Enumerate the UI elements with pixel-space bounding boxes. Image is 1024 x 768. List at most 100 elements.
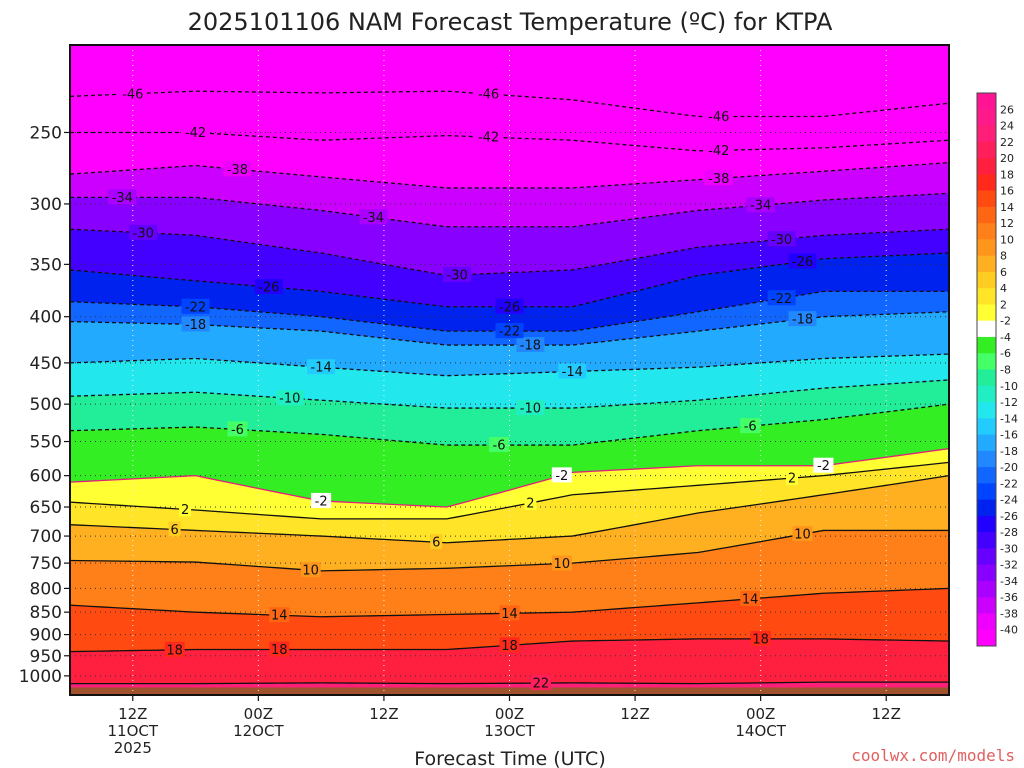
isotherm-label: -22 (499, 325, 520, 340)
colorbar-frame (976, 92, 997, 647)
colorbar-swatch (977, 418, 996, 436)
isotherm-label: -42 (708, 144, 729, 159)
isotherm-label: 6 (432, 536, 440, 551)
isotherm-label-bg (530, 675, 551, 691)
colorbar-label: 8 (1000, 250, 1007, 263)
isotherm-label-bg (164, 641, 185, 657)
isotherm-label-bg (516, 400, 545, 416)
isotherm-label-bg (558, 363, 587, 379)
isotherm-label: -38 (227, 163, 248, 178)
y-tick-label: 650 (30, 498, 62, 518)
isotherm-label-bg (181, 124, 210, 140)
x-tick-label: 00Z (244, 705, 273, 723)
isotherm-label: -26 (792, 255, 813, 270)
colorbar-swatch (977, 174, 996, 192)
colorbar-label: -30 (1000, 542, 1018, 555)
colorbar-label: 18 (1000, 168, 1014, 181)
y-tick-label: 1000 (19, 667, 62, 687)
colorbar-swatch (977, 353, 996, 370)
colorbar-label: -8 (1000, 364, 1011, 377)
isotherm-label: -30 (133, 226, 154, 241)
colorbar-swatch (977, 597, 996, 614)
isotherm-label: 2 (788, 472, 796, 487)
colorbar-swatch (977, 304, 996, 322)
isotherm-label-bg (168, 521, 181, 537)
isotherm-label-bg (108, 189, 137, 205)
temperature-sub-band (70, 229, 949, 292)
x-axis-label: Forecast Time (UTC) (414, 748, 605, 768)
isotherm-label-bg (792, 526, 813, 542)
isotherm-label-bg (311, 492, 332, 508)
x-tick-label: 12Z (872, 705, 901, 723)
colorbar-label: 6 (1000, 266, 1007, 279)
colorbar-swatch (977, 93, 996, 110)
isotherm-label: -18 (520, 339, 541, 354)
isotherm-label-bg (746, 197, 775, 213)
isotherm-label-bg (181, 298, 210, 314)
isotherm-label-bg (300, 562, 321, 578)
isotherm-label-bg (443, 266, 472, 282)
color-legend: 26 24 22 20 18 16 14 12 10 8 6 4 2 -2 -4 -6 -8 -10 -12 -14 -… (976, 92, 1018, 647)
isotherm-label: 6 (171, 523, 179, 538)
colorbar-label: 20 (1000, 152, 1014, 165)
colorbar-swatch (977, 320, 996, 338)
temperature-sub-band (70, 404, 949, 477)
y-tick-label: 800 (30, 579, 62, 599)
isotherm-label: -30 (447, 268, 468, 283)
isotherm-label: -46 (122, 87, 143, 102)
isotherm-label-bg (489, 437, 510, 453)
isotherm-label: -30 (771, 233, 792, 248)
isotherm-label-bg (704, 170, 733, 186)
isotherm-label-bg (474, 129, 503, 145)
colorbar-swatch (977, 271, 996, 289)
colorbar-swatch (977, 109, 996, 127)
colorbar-swatch (977, 499, 996, 517)
colorbar-label: -38 (1000, 607, 1018, 620)
isotherm-label-bg (740, 590, 761, 606)
colorbar-swatch (977, 369, 996, 387)
colorbar-label: 22 (1000, 136, 1014, 149)
isotherm-label-bg (223, 161, 252, 177)
isotherm-label: -2 (817, 459, 830, 474)
credit-link[interactable]: coolwx.com/models (851, 746, 1015, 765)
x-tick-label: 12Z (620, 705, 649, 723)
colorbar-swatch (977, 515, 996, 533)
isotherm-label: -6 (231, 423, 244, 438)
temperature-sub-band (70, 379, 949, 427)
colorbar-label: -28 (1000, 526, 1018, 539)
y-tick-label: 700 (30, 527, 62, 547)
temperature-sub-band (70, 291, 949, 339)
y-tick-label: 250 (30, 123, 62, 143)
isotherm-label: -14 (562, 365, 583, 380)
isotherm-label: 10 (794, 528, 811, 543)
x-tick-label: 11OCT (108, 722, 159, 740)
isotherm-line (70, 447, 949, 508)
isotherm-label: -26 (499, 300, 520, 315)
isotherm-label-bg (474, 86, 503, 102)
isotherm-label: 22 (533, 677, 550, 692)
isotherm-label: 10 (302, 564, 319, 579)
colorbar-swatch (977, 613, 996, 631)
y-tick-label: 500 (30, 395, 62, 415)
isotherm-label-bg (524, 494, 537, 510)
isotherm-label: 14 (501, 607, 518, 622)
colorbar-label: -16 (1000, 429, 1018, 442)
colorbar-label: -10 (1000, 380, 1018, 393)
colorbar-swatch (977, 223, 996, 240)
isotherm-label-bg (118, 85, 147, 101)
isotherm-label: -34 (112, 191, 133, 206)
isotherm-label: -6 (493, 439, 506, 454)
temperature-sub-band (70, 162, 949, 208)
isotherm-label: -46 (478, 88, 499, 103)
isotherm-label: -26 (258, 281, 279, 296)
isotherm-line (70, 192, 949, 228)
isotherm-label: -10 (520, 402, 541, 417)
temperature-sub-band (70, 462, 949, 531)
y-tick-label: 300 (30, 195, 62, 215)
isotherm-label-bg (275, 390, 304, 406)
colorbar-label: 4 (1000, 282, 1007, 295)
colorbar-swatch (977, 548, 996, 566)
x-tick-label: 00Z (495, 705, 524, 723)
isotherm-label: -34 (750, 199, 771, 214)
